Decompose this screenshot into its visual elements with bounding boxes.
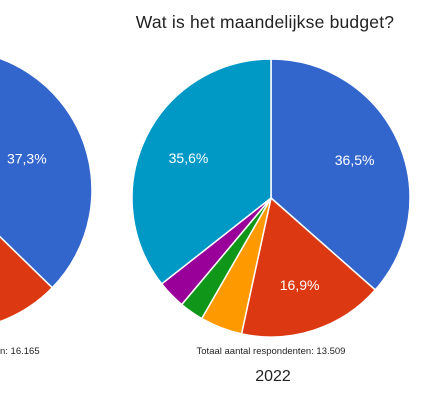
left-respondents-note: n: 16.165 (0, 346, 40, 357)
right-respondents-note: Totaal aantal respondenten: 13.509 (196, 346, 346, 357)
pie-1-slice-5-label: 35,6% (169, 150, 209, 166)
pie-1-slice-1 (240, 196, 377, 338)
pie-1-slice-5 (131, 58, 272, 285)
chart-title: Wat is het maandelijkse budget? (135, 12, 395, 32)
pie-1-slice-1-label: 16,9% (280, 277, 320, 293)
pie-0-slice-1 (0, 235, 54, 323)
pie-right: 36,5% 16,9% 35,6% (131, 58, 411, 338)
year-label: 2022 (255, 368, 291, 385)
pie-left: 37,3% (0, 57, 93, 323)
pie-1-slice-0 (270, 58, 411, 291)
pie-1-slice-0-label: 36,5% (335, 152, 375, 168)
pie-0-slice-0-label: 37,3% (7, 150, 47, 166)
pie-0-slice-0 (0, 57, 93, 289)
